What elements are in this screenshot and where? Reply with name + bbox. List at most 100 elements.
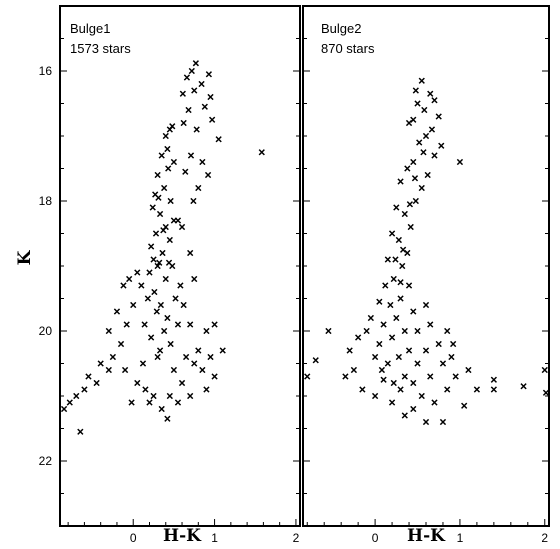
bulge1-star-point [209,116,216,123]
bulge1-star-point [166,236,173,244]
bulge1-star-point [195,347,202,354]
bulge2-star-point [414,100,421,107]
bulge2-x-tick-label: 1 [457,531,464,545]
bulge1-star-point [185,106,192,114]
bulge1-star-point [113,308,121,315]
bulge1-star-point [151,288,158,296]
bulge1-star-point [154,353,161,361]
bulge2-star-point [428,126,436,133]
bulge1-star-point [170,217,178,224]
bulge1-panel: Bulge1 1573 stars H-K K 0 1 2 16 18 20 22 [15,5,301,546]
bulge1-star-point [258,149,265,156]
bulge1-star-point [123,321,130,328]
bulge2-star-point [401,210,408,218]
bulge2-star-point [342,373,349,380]
bulge1-star-point [170,366,178,374]
bulge1-star-point [215,136,222,143]
bulge2-star-point [395,236,402,244]
bulge1-star-point [154,171,161,179]
bulge1-star-point [120,282,127,289]
bulge1-star-point [158,405,165,413]
bulge2-star-point [439,360,447,367]
bulge2-star-point [444,327,451,335]
bulge2-star-point [387,301,394,309]
bulge1-star-point [167,340,174,348]
bulge1-star-point [150,256,157,263]
bulge2-star-point [465,366,472,374]
bulge2-star-point [405,347,413,354]
bulge2-star-point [444,386,451,393]
bulge2-star-point [421,106,428,114]
bulge1-star-point [219,347,226,354]
bulge1-star-point [162,132,169,140]
bulge1-star-point [156,259,163,266]
bulge2-star-point [382,282,389,289]
bulge1-star-point [146,399,153,406]
bulge1-x-tick-label: 1 [211,531,218,545]
bulge1-star-point [147,243,155,250]
bulge1-star-point [130,301,137,309]
bulge1-star-point [142,386,149,393]
bulge2-star-point [439,418,447,426]
bulge2-star-point [393,204,400,211]
bulge2-data-points [304,77,550,426]
bulge1-star-point [162,275,169,283]
bulge2-star-point [422,347,430,354]
bulge1-star-point [117,340,125,348]
bulge2-star-point [456,158,464,166]
bulge2-star-point [490,386,497,393]
bulge2-star-point [363,327,370,335]
bulge2-star-point [401,412,408,419]
bulge1-star-point [134,379,141,387]
bulge2-star-point [397,295,404,302]
bulge1-star-point [156,347,164,354]
bulge2-star-point [380,376,387,383]
bulge2-star-point [431,97,438,104]
bulge1-star-point [199,366,206,374]
bulge2-star-point [406,201,414,208]
bulge1-star-point [150,392,157,400]
bulge1-plot-frame [59,5,301,527]
bulge2-star-point [393,314,400,322]
bulge1-star-point [77,428,84,435]
bulge1-star-point [158,152,165,159]
bulge2-star-point [412,197,419,205]
bulge2-star-point [304,373,311,380]
bulge1-star-point [85,373,92,380]
bulge2-star-point [427,373,434,380]
bulge2-star-point [399,246,407,253]
bulge2-star-point [427,90,434,97]
bulge2-star-point [520,383,527,390]
bulge2-star-point [405,282,413,289]
bulge1-star-point [187,321,194,328]
bulge1-star-point [203,327,210,335]
bulge1-star-point [191,275,198,283]
bulge2-count-label: 870 stars [321,41,375,56]
bulge1-star-point [164,145,171,153]
bulge2-star-point [388,334,396,341]
bulge2-star-point [461,402,468,409]
bulge2-star-point [411,175,419,182]
bulge1-x-tick-label: 0 [130,531,137,545]
bulge1-star-point [109,353,117,361]
bulge2-star-point [384,256,391,263]
bulge1-star-point [60,405,68,413]
bulge1-star-point [105,366,112,374]
bulge1-star-point [81,386,88,393]
bulge2-star-point [412,87,419,94]
bulge2-star-point [376,340,383,348]
bulge1-y-tick-label: 22 [39,454,53,468]
bulge2-star-point [452,373,459,380]
y-axis-title: K [15,249,35,265]
bulge2-star-point [418,184,425,192]
bulge1-star-point [195,184,202,192]
bulge1-star-point [204,171,212,179]
bulge1-star-point [187,249,194,257]
bulge1-star-point [154,262,161,270]
bulge1-star-point [134,269,141,276]
bulge2-star-point [346,347,353,354]
bulge1-star-point [138,282,145,289]
bulge2-star-point [371,353,379,361]
bulge1-star-point [144,295,151,302]
bulge2-star-point [422,418,430,426]
